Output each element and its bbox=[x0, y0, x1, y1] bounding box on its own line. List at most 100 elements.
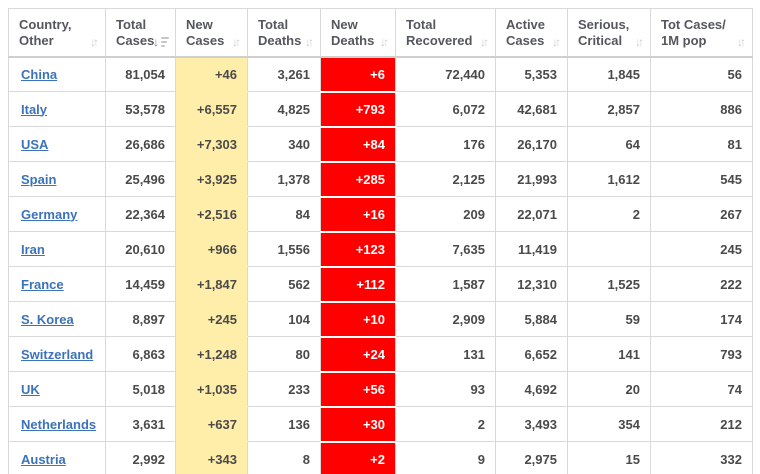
cases-per-1m-cell: 886 bbox=[650, 91, 753, 127]
country-link[interactable]: S. Korea bbox=[21, 311, 74, 327]
table-row: S. Korea 8,897 +245 104 +10 2,909 5,884 … bbox=[8, 300, 753, 338]
column-header-new-cases[interactable]: New Cases ↓↑ ↓ bbox=[175, 8, 248, 58]
country-link[interactable]: Switzerland bbox=[21, 346, 94, 362]
cases-per-1m-cell: 545 bbox=[650, 161, 753, 197]
total-recovered-cell: 131 bbox=[395, 336, 496, 372]
total-deaths-cell: 562 bbox=[247, 266, 321, 302]
total-recovered-cell: 6,072 bbox=[395, 91, 496, 127]
country-cell: Spain bbox=[8, 161, 106, 197]
country-link[interactable]: Austria bbox=[21, 451, 66, 467]
total-deaths-cell: 340 bbox=[247, 126, 321, 162]
total-deaths-cell: 4,825 bbox=[247, 91, 321, 127]
table-row: Netherlands 3,631 +637 136 +30 2 3,493 3… bbox=[8, 405, 753, 443]
sort-both-icon[interactable]: ↓ ↑ bbox=[380, 34, 389, 49]
country-link[interactable]: Italy bbox=[21, 101, 48, 117]
serious-critical-cell: 2 bbox=[567, 196, 651, 232]
new-deaths-cell: +24 bbox=[320, 335, 396, 373]
country-link[interactable]: Germany bbox=[21, 206, 78, 222]
table-row: Austria 2,992 +343 8 +2 9 2,975 15 332 bbox=[8, 440, 753, 474]
active-cases-cell: 21,993 bbox=[495, 161, 568, 197]
new-cases-cell: +2,516 bbox=[175, 196, 248, 232]
table-row: USA 26,686 +7,303 340 +84 176 26,170 64 … bbox=[8, 125, 753, 163]
new-deaths-cell: +2 bbox=[320, 440, 396, 474]
active-cases-cell: 11,419 bbox=[495, 231, 568, 267]
sort-both-icon[interactable]: ↓ ↑ bbox=[552, 34, 561, 49]
new-cases-cell: +966 bbox=[175, 231, 248, 267]
sort-both-icon[interactable]: ↓ ↑ bbox=[480, 34, 489, 49]
country-cell: UK bbox=[8, 371, 106, 407]
column-header-active-cases[interactable]: Active Cases ↓↑ ↓ bbox=[495, 8, 568, 58]
column-label: 1M pop bbox=[661, 33, 707, 48]
active-cases-cell: 12,310 bbox=[495, 266, 568, 302]
total-cases-cell: 25,496 bbox=[105, 161, 176, 197]
country-link[interactable]: Iran bbox=[21, 241, 45, 257]
table-row: Germany 22,364 +2,516 84 +16 209 22,071 … bbox=[8, 195, 753, 233]
column-label: Recovered bbox=[406, 33, 473, 48]
column-header-cases-per-1m[interactable]: Tot Cases/ 1M pop ↓↑ ↓ bbox=[650, 8, 753, 58]
column-label: Active bbox=[506, 17, 546, 32]
active-cases-cell: 2,975 bbox=[495, 441, 568, 474]
column-header-total-deaths[interactable]: Total Deaths ↓↑ ↓ bbox=[247, 8, 321, 58]
active-cases-cell: 6,652 bbox=[495, 336, 568, 372]
cases-per-1m-cell: 222 bbox=[650, 266, 753, 302]
new-deaths-cell: +84 bbox=[320, 125, 396, 163]
serious-critical-cell: 59 bbox=[567, 301, 651, 337]
column-label: Other bbox=[19, 33, 54, 48]
table-body: China 81,054 +46 3,261 +6 72,440 5,353 1… bbox=[8, 55, 753, 474]
header-row: Country, Other ↓↑ ↓ Total Cases ↓↑ ↓ New… bbox=[8, 8, 753, 58]
total-cases-cell: 53,578 bbox=[105, 91, 176, 127]
table-row: Italy 53,578 +6,557 4,825 +793 6,072 42,… bbox=[8, 90, 753, 128]
new-cases-cell: +1,035 bbox=[175, 371, 248, 407]
total-recovered-cell: 72,440 bbox=[395, 56, 496, 92]
total-cases-cell: 20,610 bbox=[105, 231, 176, 267]
country-link[interactable]: UK bbox=[21, 381, 40, 397]
new-deaths-cell: +112 bbox=[320, 265, 396, 303]
country-link[interactable]: Netherlands bbox=[21, 416, 97, 432]
total-deaths-cell: 80 bbox=[247, 336, 321, 372]
column-label: Tot Cases/ bbox=[661, 17, 726, 32]
total-deaths-cell: 233 bbox=[247, 371, 321, 407]
new-deaths-cell: +123 bbox=[320, 230, 396, 268]
total-recovered-cell: 176 bbox=[395, 126, 496, 162]
sort-both-icon[interactable]: ↓ ↑ bbox=[305, 34, 314, 49]
cases-per-1m-cell: 245 bbox=[650, 231, 753, 267]
column-label: Critical bbox=[578, 33, 623, 48]
sort-both-icon[interactable]: ↓ ↑ bbox=[737, 34, 746, 49]
new-cases-cell: +1,847 bbox=[175, 266, 248, 302]
sort-both-icon[interactable]: ↓ ↑ bbox=[90, 34, 99, 49]
active-cases-cell: 4,692 bbox=[495, 371, 568, 407]
new-cases-cell: +637 bbox=[175, 406, 248, 442]
total-cases-cell: 22,364 bbox=[105, 196, 176, 232]
table-row: France 14,459 +1,847 562 +112 1,587 12,3… bbox=[8, 265, 753, 303]
total-recovered-cell: 2,125 bbox=[395, 161, 496, 197]
column-header-country[interactable]: Country, Other ↓↑ ↓ bbox=[8, 8, 106, 58]
column-header-total-recovered[interactable]: Total Recovered ↓↑ ↓ bbox=[395, 8, 496, 58]
column-label: Deaths bbox=[258, 33, 302, 48]
sort-desc-icon[interactable]: ↓ bbox=[153, 36, 169, 48]
country-link[interactable]: USA bbox=[21, 136, 49, 152]
sort-both-icon[interactable]: ↓ ↑ bbox=[635, 34, 644, 49]
table-row: Iran 20,610 +966 1,556 +123 7,635 11,419… bbox=[8, 230, 753, 268]
total-cases-cell: 81,054 bbox=[105, 56, 176, 92]
column-header-new-deaths[interactable]: New Deaths ↓↑ ↓ bbox=[320, 8, 396, 58]
sort-both-icon[interactable]: ↓ ↑ bbox=[232, 34, 241, 49]
serious-critical-cell: 1,845 bbox=[567, 56, 651, 92]
country-link[interactable]: Spain bbox=[21, 171, 57, 187]
column-header-total-cases[interactable]: Total Cases ↓↑ ↓ bbox=[105, 8, 176, 58]
cases-per-1m-cell: 267 bbox=[650, 196, 753, 232]
column-label: New bbox=[331, 17, 358, 32]
total-cases-cell: 5,018 bbox=[105, 371, 176, 407]
column-label: Total bbox=[116, 17, 147, 32]
cases-per-1m-cell: 332 bbox=[650, 441, 753, 474]
total-deaths-cell: 104 bbox=[247, 301, 321, 337]
serious-critical-cell: 354 bbox=[567, 406, 651, 442]
total-recovered-cell: 2 bbox=[395, 406, 496, 442]
total-recovered-cell: 93 bbox=[395, 371, 496, 407]
country-link[interactable]: China bbox=[21, 66, 58, 82]
column-header-serious-critical[interactable]: Serious, Critical ↓↑ ↓ bbox=[567, 8, 651, 58]
serious-critical-cell: 15 bbox=[567, 441, 651, 474]
total-recovered-cell: 1,587 bbox=[395, 266, 496, 302]
country-link[interactable]: France bbox=[21, 276, 64, 292]
total-cases-cell: 26,686 bbox=[105, 126, 176, 162]
total-deaths-cell: 1,378 bbox=[247, 161, 321, 197]
